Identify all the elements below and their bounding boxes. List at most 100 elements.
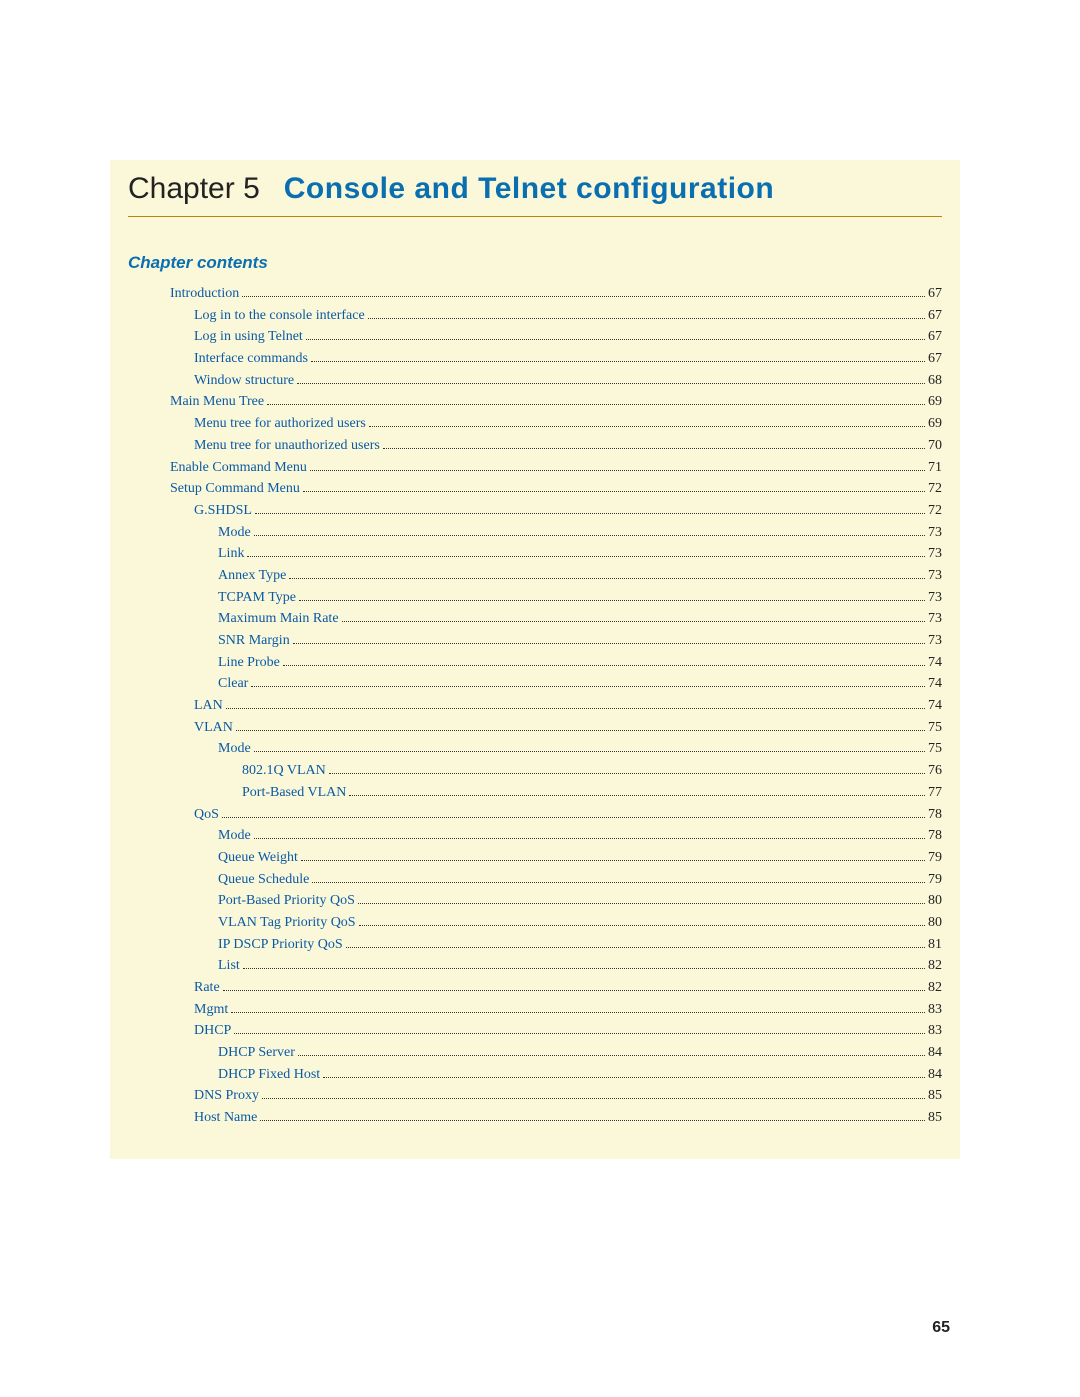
toc-entry[interactable]: Rate82 <box>128 977 942 999</box>
dot-leader <box>247 556 925 557</box>
dot-leader <box>311 361 925 362</box>
toc-entry[interactable]: SNR Margin73 <box>128 630 942 652</box>
toc-entry[interactable]: Introduction67 <box>128 283 942 305</box>
toc-entry[interactable]: DHCP Server84 <box>128 1042 942 1064</box>
toc-entry-label: Host Name <box>194 1107 257 1129</box>
toc-entry-label: Main Menu Tree <box>170 391 264 413</box>
dot-leader <box>251 686 925 687</box>
toc-entry-page: 71 <box>928 457 942 479</box>
toc-entry-label: Port-Based VLAN <box>242 782 346 804</box>
toc-entry[interactable]: QoS78 <box>128 804 942 826</box>
toc-entry[interactable]: VLAN Tag Priority QoS80 <box>128 912 942 934</box>
dot-leader <box>303 491 925 492</box>
toc-entry-label: Queue Weight <box>218 847 298 869</box>
toc-entry[interactable]: Port-Based Priority QoS 80 <box>128 890 942 912</box>
toc-entry[interactable]: G.SHDSL72 <box>128 500 942 522</box>
toc-entry[interactable]: Queue Weight79 <box>128 847 942 869</box>
toc-entry-label: SNR Margin <box>218 630 290 652</box>
toc-entry-page: 84 <box>928 1064 942 1086</box>
dot-leader <box>267 404 925 405</box>
toc-entry-page: 72 <box>928 500 942 522</box>
toc-entry-label: Link <box>218 543 244 565</box>
toc-entry[interactable]: Annex Type73 <box>128 565 942 587</box>
toc-entry-page: 73 <box>928 543 942 565</box>
toc-entry[interactable]: DHCP83 <box>128 1020 942 1042</box>
toc-entry-label: Menu tree for authorized users <box>194 413 366 435</box>
toc-entry[interactable]: Maximum Main Rate73 <box>128 608 942 630</box>
chapter-number: Chapter 5 <box>128 172 260 206</box>
dot-leader <box>369 426 925 427</box>
toc-entry[interactable]: 802.1Q VLAN76 <box>128 760 942 782</box>
dot-leader <box>312 882 925 883</box>
toc-entry-label: Log in using Telnet <box>194 326 303 348</box>
toc-entry[interactable]: Port-Based VLAN 77 <box>128 782 942 804</box>
toc-entry-label: Port-Based Priority QoS <box>218 890 355 912</box>
toc-entry[interactable]: IP DSCP Priority QoS81 <box>128 934 942 956</box>
toc-entry[interactable]: Queue Schedule79 <box>128 869 942 891</box>
chapter-heading: Chapter 5 Console and Telnet configurati… <box>128 172 942 212</box>
toc-entry[interactable]: Menu tree for unauthorized users 70 <box>128 435 942 457</box>
toc-entry[interactable]: Mgmt83 <box>128 999 942 1021</box>
toc-entry-page: 78 <box>928 804 942 826</box>
toc-entry-label: LAN <box>194 695 223 717</box>
dot-leader <box>310 470 925 471</box>
toc-entry-page: 70 <box>928 435 942 457</box>
toc-entry[interactable]: Link 73 <box>128 543 942 565</box>
toc-entry[interactable]: Log in using Telnet67 <box>128 326 942 348</box>
dot-leader <box>254 838 925 839</box>
toc-entry[interactable]: Mode78 <box>128 825 942 847</box>
toc-entry-label: List <box>218 955 240 977</box>
toc-entry[interactable]: Window structure 68 <box>128 370 942 392</box>
toc-entry-label: IP DSCP Priority QoS <box>218 934 343 956</box>
toc-entry-page: 69 <box>928 391 942 413</box>
toc-entry-page: 80 <box>928 890 942 912</box>
toc-entry[interactable]: Mode73 <box>128 522 942 544</box>
title-rule <box>128 216 942 217</box>
toc-entry-label: VLAN <box>194 717 233 739</box>
toc-entry-page: 69 <box>928 413 942 435</box>
toc-entry-page: 82 <box>928 955 942 977</box>
toc-entry[interactable]: VLAN75 <box>128 717 942 739</box>
toc-entry[interactable]: DNS Proxy85 <box>128 1085 942 1107</box>
toc-entry[interactable]: Line Probe74 <box>128 652 942 674</box>
toc-entry[interactable]: Main Menu Tree 69 <box>128 391 942 413</box>
dot-leader <box>359 925 925 926</box>
toc-entry-page: 79 <box>928 869 942 891</box>
toc-entry[interactable]: Host Name 85 <box>128 1107 942 1129</box>
toc-entry[interactable]: List 82 <box>128 955 942 977</box>
dot-leader <box>306 339 925 340</box>
dot-leader <box>289 578 925 579</box>
dot-leader <box>283 665 925 666</box>
toc-entry-label: Window structure <box>194 370 294 392</box>
dot-leader <box>226 708 925 709</box>
toc-entry-page: 80 <box>928 912 942 934</box>
toc-entry-page: 68 <box>928 370 942 392</box>
toc-entry-page: 85 <box>928 1107 942 1129</box>
toc-entry-label: Annex Type <box>218 565 286 587</box>
toc-entry[interactable]: TCPAM Type73 <box>128 587 942 609</box>
toc-entry[interactable]: Interface commands67 <box>128 348 942 370</box>
toc-entry-page: 74 <box>928 652 942 674</box>
toc-entry[interactable]: Setup Command Menu72 <box>128 478 942 500</box>
toc-entry[interactable]: Enable Command Menu71 <box>128 457 942 479</box>
dot-leader <box>346 947 925 948</box>
dot-leader <box>349 795 925 796</box>
toc-entry-page: 67 <box>928 305 942 327</box>
dot-leader <box>222 817 925 818</box>
toc-entry-label: Rate <box>194 977 220 999</box>
toc-entry[interactable]: Clear74 <box>128 673 942 695</box>
toc-entry[interactable]: Menu tree for authorized users 69 <box>128 413 942 435</box>
toc-entry-page: 85 <box>928 1085 942 1107</box>
toc-entry[interactable]: Mode75 <box>128 738 942 760</box>
dot-leader <box>231 1012 925 1013</box>
toc-entry-label: Menu tree for unauthorized users <box>194 435 380 457</box>
toc-entry-page: 77 <box>928 782 942 804</box>
toc-entry-label: Interface commands <box>194 348 308 370</box>
dot-leader <box>254 535 925 536</box>
toc-entry[interactable]: LAN74 <box>128 695 942 717</box>
toc-entry[interactable]: Log in to the console interface67 <box>128 305 942 327</box>
toc-entry-label: DHCP Server <box>218 1042 295 1064</box>
toc-entry[interactable]: DHCP Fixed Host84 <box>128 1064 942 1086</box>
toc-entry-label: Mode <box>218 825 251 847</box>
page: Chapter 5 Console and Telnet configurati… <box>0 0 1080 1397</box>
